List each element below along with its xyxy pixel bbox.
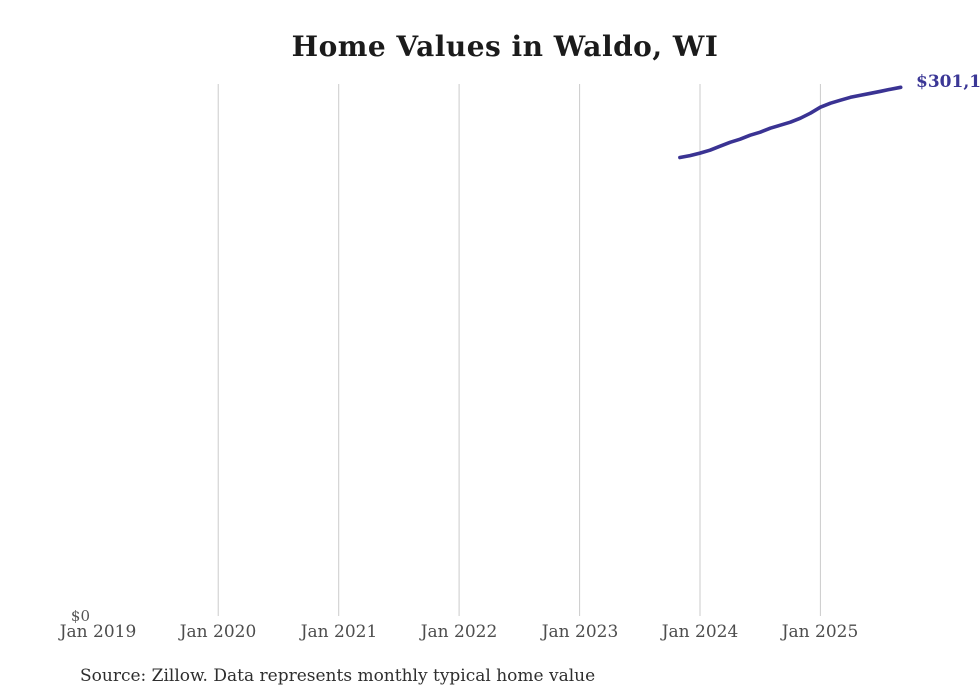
- y-axis-zero-label: $0: [70, 607, 90, 625]
- source-note: Source: Zillow. Data represents monthly …: [80, 666, 596, 686]
- x-axis-tick-label: Jan 2022: [420, 622, 498, 642]
- chart-title: Home Values in Waldo, WI: [291, 30, 719, 63]
- x-axis-tick-label: Jan 2021: [300, 622, 378, 642]
- x-axis-tick-label: Jan 2024: [661, 622, 739, 642]
- x-axis-tick-label: Jan 2025: [781, 622, 859, 642]
- home-value-line: [678, 85, 903, 160]
- x-axis-tick-label: Jan 2019: [59, 622, 137, 642]
- x-axis-tick-label: Jan 2020: [179, 622, 257, 642]
- latest-value-label: $301,133: [916, 72, 980, 92]
- x-axis-tick-label: Jan 2023: [541, 622, 619, 642]
